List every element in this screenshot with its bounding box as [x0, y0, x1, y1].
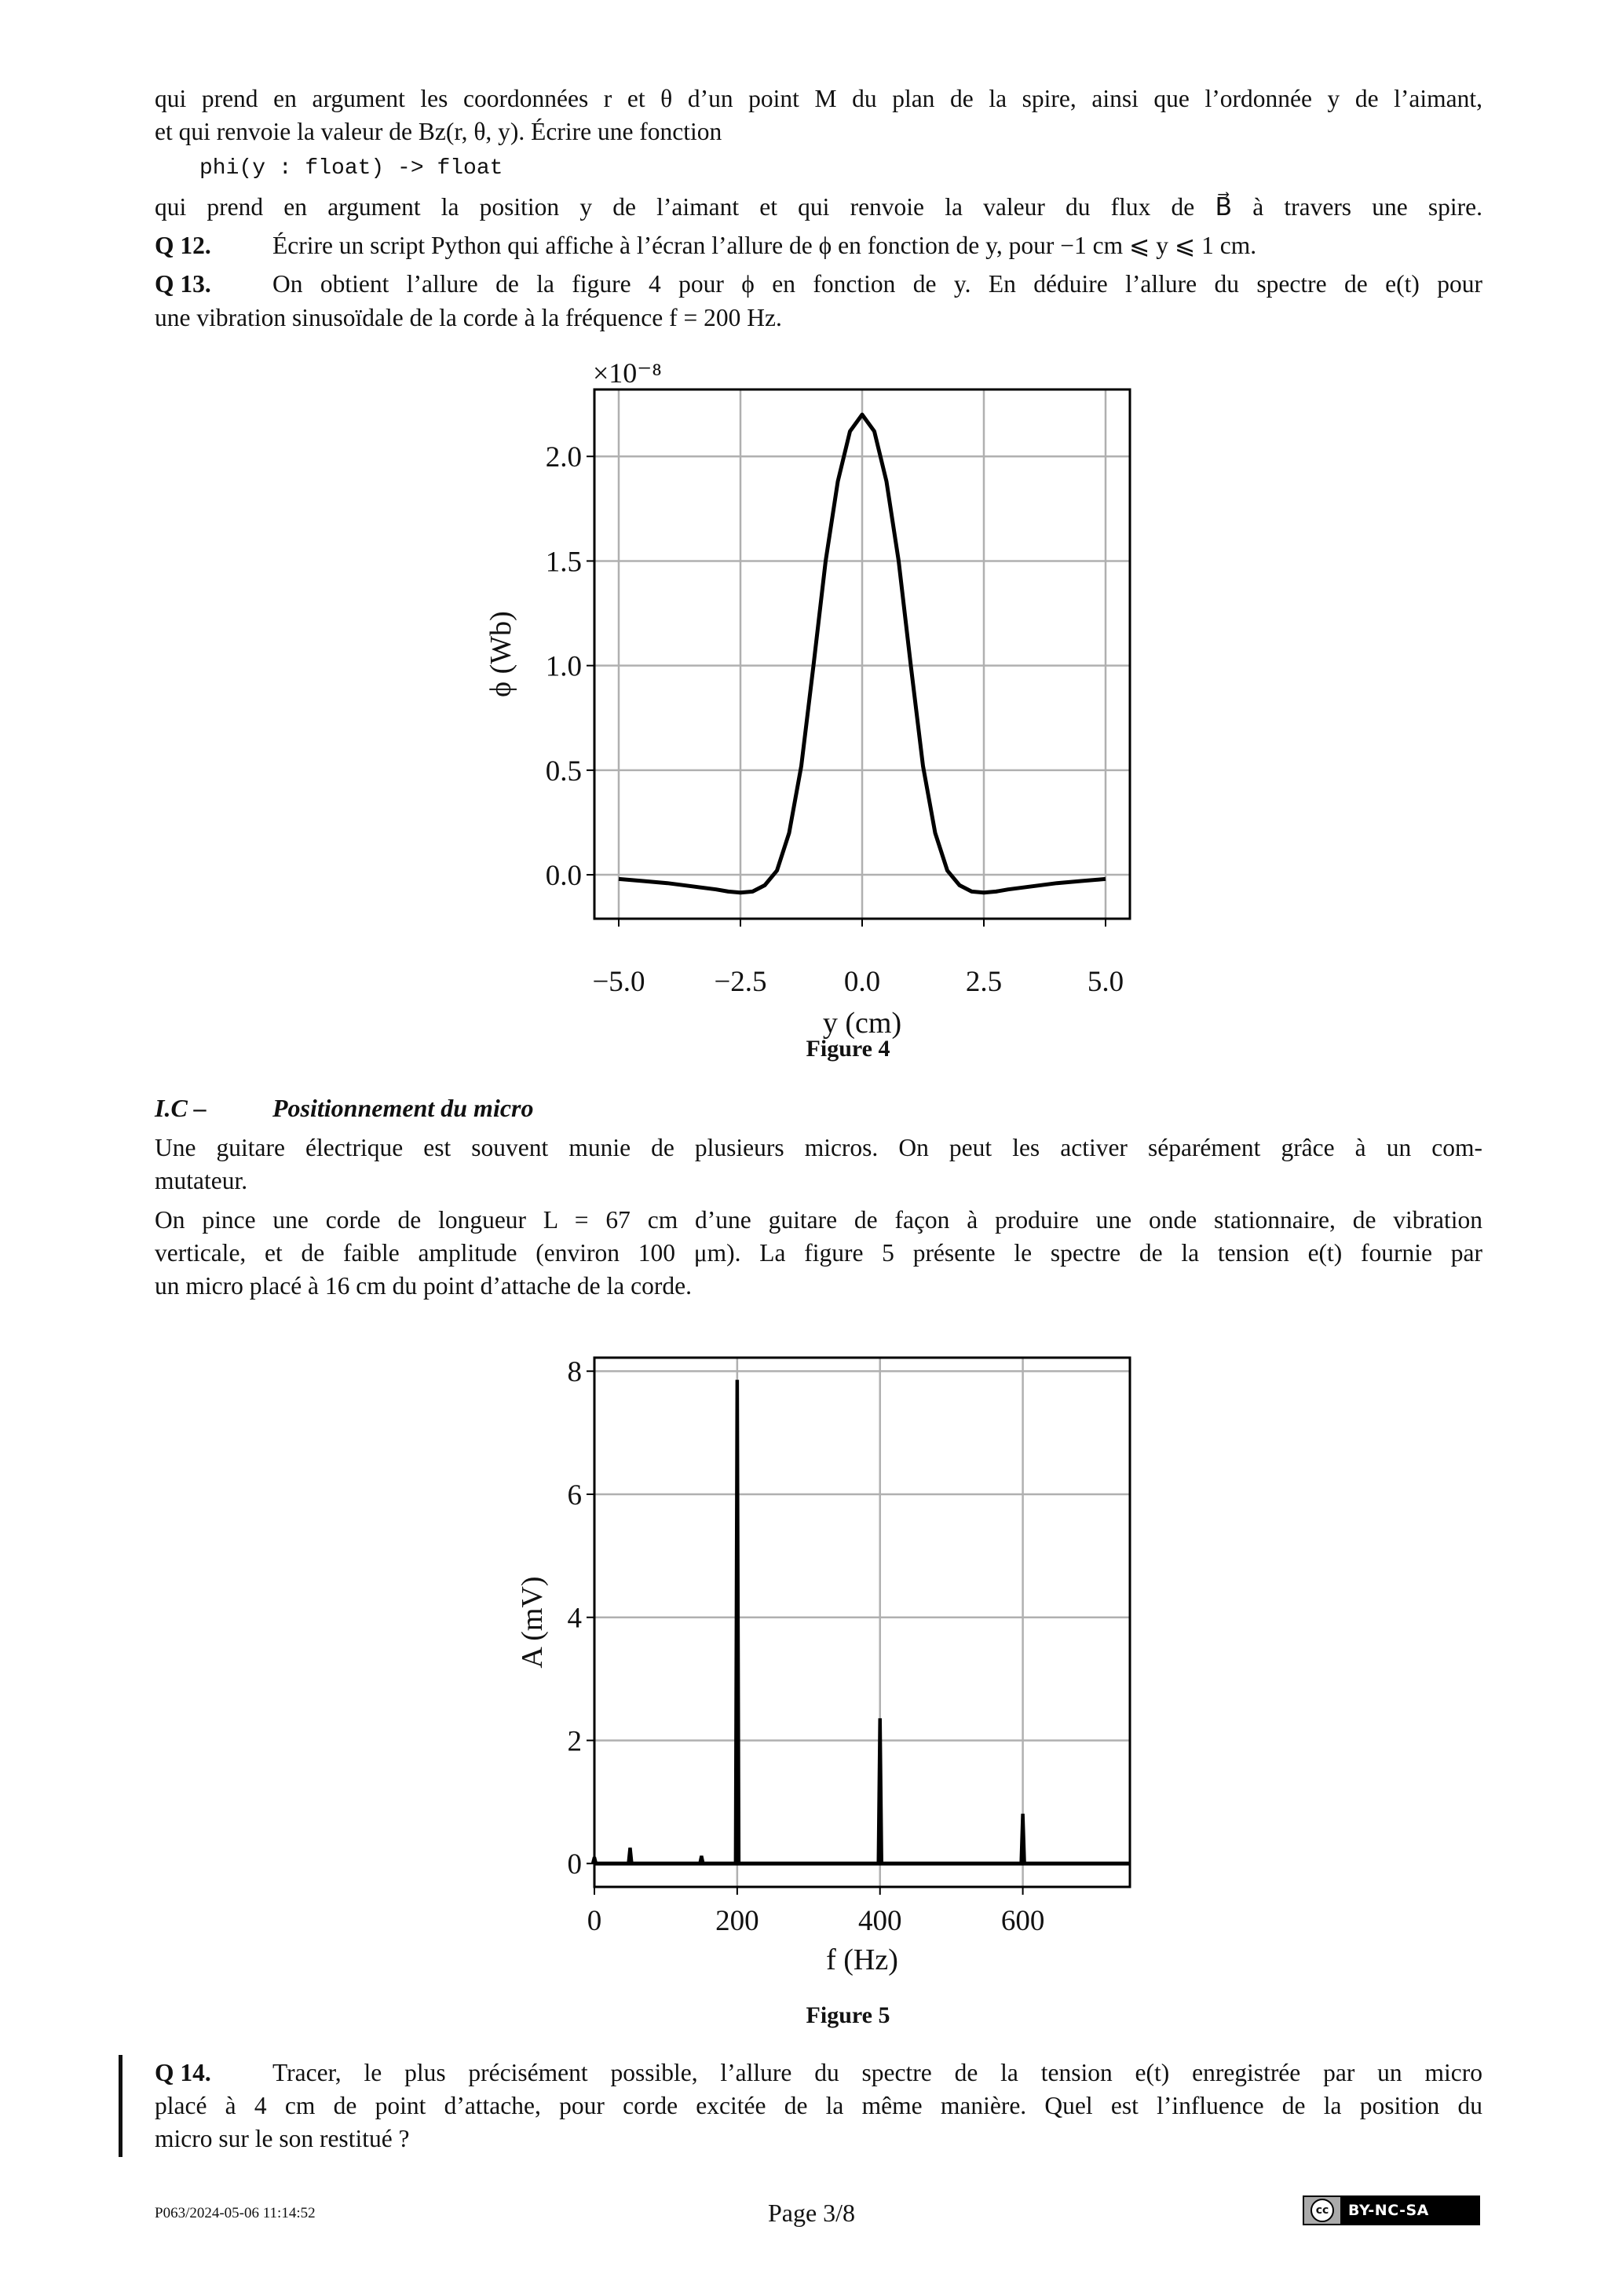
figure-4-caption: Figure 4 [806, 1036, 890, 1062]
y-tick-label: 2 [568, 1725, 583, 1757]
axes-frame [593, 388, 1131, 920]
spectrum-peak [1019, 1813, 1026, 1864]
y-tick-label: 4 [568, 1603, 583, 1635]
flux-curve [618, 412, 1106, 895]
question-text: On obtient l’allure de la figure 4 pour … [272, 270, 1482, 298]
x-tick-label: 5.0 [1087, 966, 1124, 998]
y-tick-label: 1.5 [546, 546, 582, 578]
section-number: I.C – [155, 1094, 207, 1122]
x-tick-label: 400 [858, 1905, 902, 1937]
question-label: Q 12. [155, 232, 211, 259]
x-tick-label: −2.5 [714, 966, 766, 998]
spectrum-peak [876, 1718, 883, 1864]
y-tick-label: 2.0 [546, 441, 582, 473]
question-12: Q 12. Écrire un script Python qui affiche… [155, 229, 1482, 262]
text-line: Une guitare électrique est souvent munie… [155, 1134, 1482, 1161]
y-tick-label: 0.0 [546, 860, 582, 892]
text-line: une vibration sinusoïdale de la corde à … [155, 304, 782, 331]
x-tick-label: 0.0 [844, 966, 880, 998]
spectrum-peak [733, 1380, 741, 1864]
license-text: BY-NC-SA [1348, 2202, 1429, 2219]
question-13: Q 13. On obtient l’allure de la figure 4 … [155, 268, 1482, 301]
text-line: et qui renvoie la valeur de Bz(r, θ, y).… [155, 118, 722, 145]
text-line: qui prend en argument la position y de l… [155, 193, 1482, 221]
question-text: Tracer, le plus précisément possible, l’… [272, 2059, 1482, 2086]
section-heading: I.C – Positionnement du micro [155, 1091, 533, 1124]
question-text: Écrire un script Python qui affiche à l’… [272, 232, 1257, 259]
text-line: qui prend en argument les coordonnées r … [155, 85, 1482, 112]
change-bar [119, 2055, 122, 2157]
question-label: Q 13. [155, 270, 211, 298]
x-tick-label: 600 [1001, 1905, 1045, 1937]
spectrum-peak [627, 1847, 634, 1864]
document-id: P063/2024-05-06 11:14:52 [155, 2205, 316, 2221]
question-14: Q 14. Tracer, le plus précisément possibl… [155, 2057, 1482, 2089]
x-tick-label: −5.0 [592, 966, 645, 998]
x-tick-label: 2.5 [966, 966, 1002, 998]
code-signature: phi(y : float) -> float [199, 156, 503, 181]
text-line: un micro placé à 16 cm du point d’attach… [155, 1272, 692, 1300]
x-tick-label: 200 [715, 1905, 759, 1937]
y-axis-multiplier: ×10⁻⁸ [593, 357, 662, 389]
section-title: Positionnement du micro [272, 1094, 534, 1122]
text-line: placé à 4 cm de point d’attache, pour co… [155, 2092, 1482, 2119]
y-tick-label: 0 [568, 1848, 583, 1881]
y-axis-label: ϕ (Wb) [484, 611, 517, 697]
y-tick-label: 6 [568, 1479, 583, 1512]
spectrum-peak [697, 1855, 705, 1864]
y-axis-label: A (mV) [516, 1576, 549, 1668]
text-line: On pince une corde de longueur L = 67 cm… [155, 1206, 1482, 1234]
y-tick-label: 8 [568, 1356, 583, 1388]
axes-frame [593, 1356, 1131, 1888]
license-badge[interactable]: cc BY-NC-SA [1303, 2195, 1480, 2225]
y-tick-label: 0.5 [546, 755, 582, 788]
question-label: Q 14. [155, 2059, 211, 2086]
cc-icon: cc [1304, 2197, 1340, 2224]
figure-4: −5.0 −2.5 0.0 2.5 5.0 0.0 0.5 1.0 1.5 2.0 y (cm) ϕ … [484, 357, 1131, 1040]
x-axis-label: f (Hz) [826, 1943, 898, 1976]
y-tick-label: 1.0 [546, 651, 582, 683]
text-line: verticale, et de faible amplitude (envir… [155, 1239, 1482, 1267]
text-line: micro sur le son restitué ? [155, 2125, 410, 2152]
figure-5-caption: Figure 5 [806, 2002, 890, 2028]
x-tick-label: 0 [587, 1905, 602, 1937]
x-axis-label: y (cm) [823, 1007, 901, 1040]
figure-5: 0 200 400 600 0 2 4 6 8 f (Hz) A (mV) [516, 1356, 1131, 1976]
page-number: Page 3/8 [767, 2199, 856, 2227]
text-line: mutateur. [155, 1167, 248, 1194]
